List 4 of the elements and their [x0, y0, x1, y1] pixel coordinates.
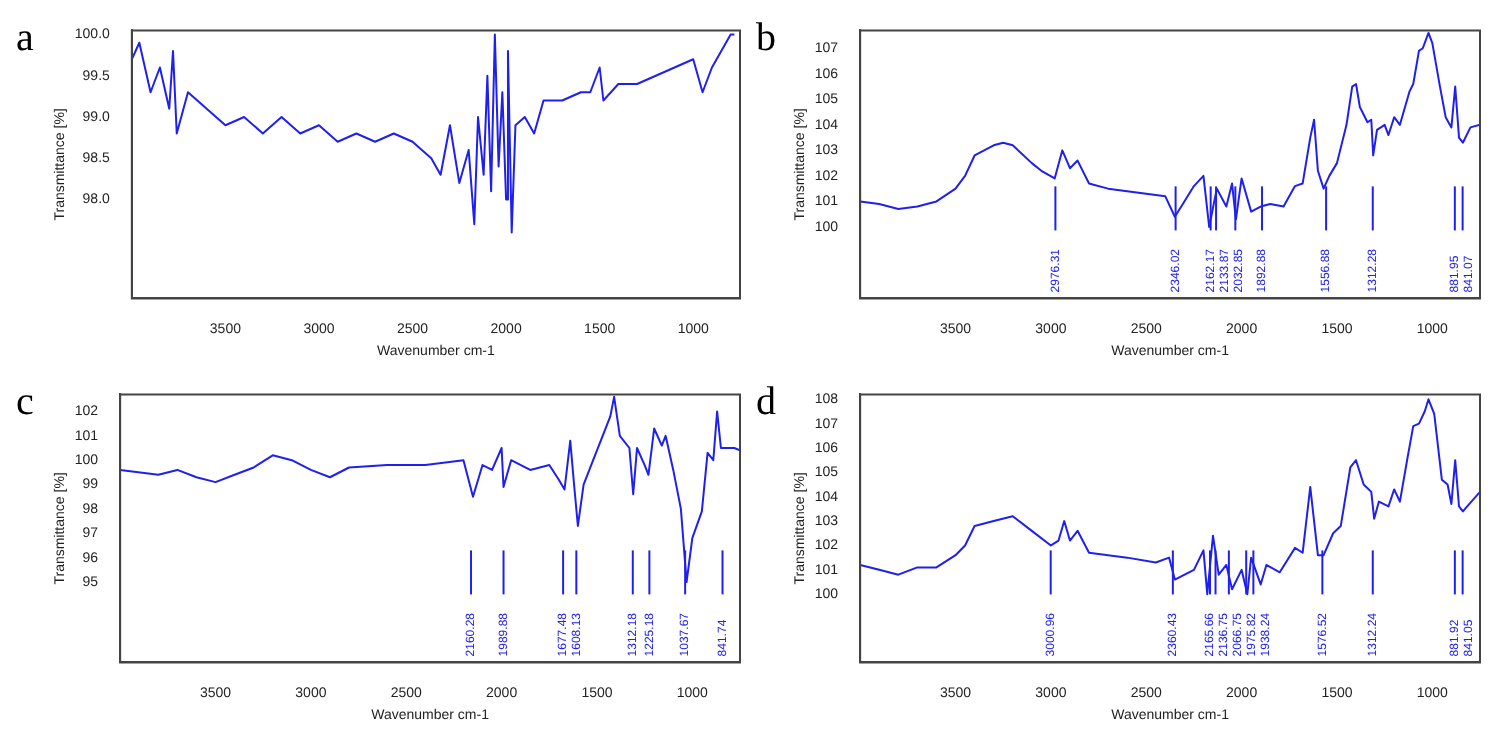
chart-title: d [756, 380, 778, 424]
chart-title: b [756, 16, 778, 60]
chart-title: c [16, 380, 36, 424]
chart-title: a [16, 16, 36, 60]
